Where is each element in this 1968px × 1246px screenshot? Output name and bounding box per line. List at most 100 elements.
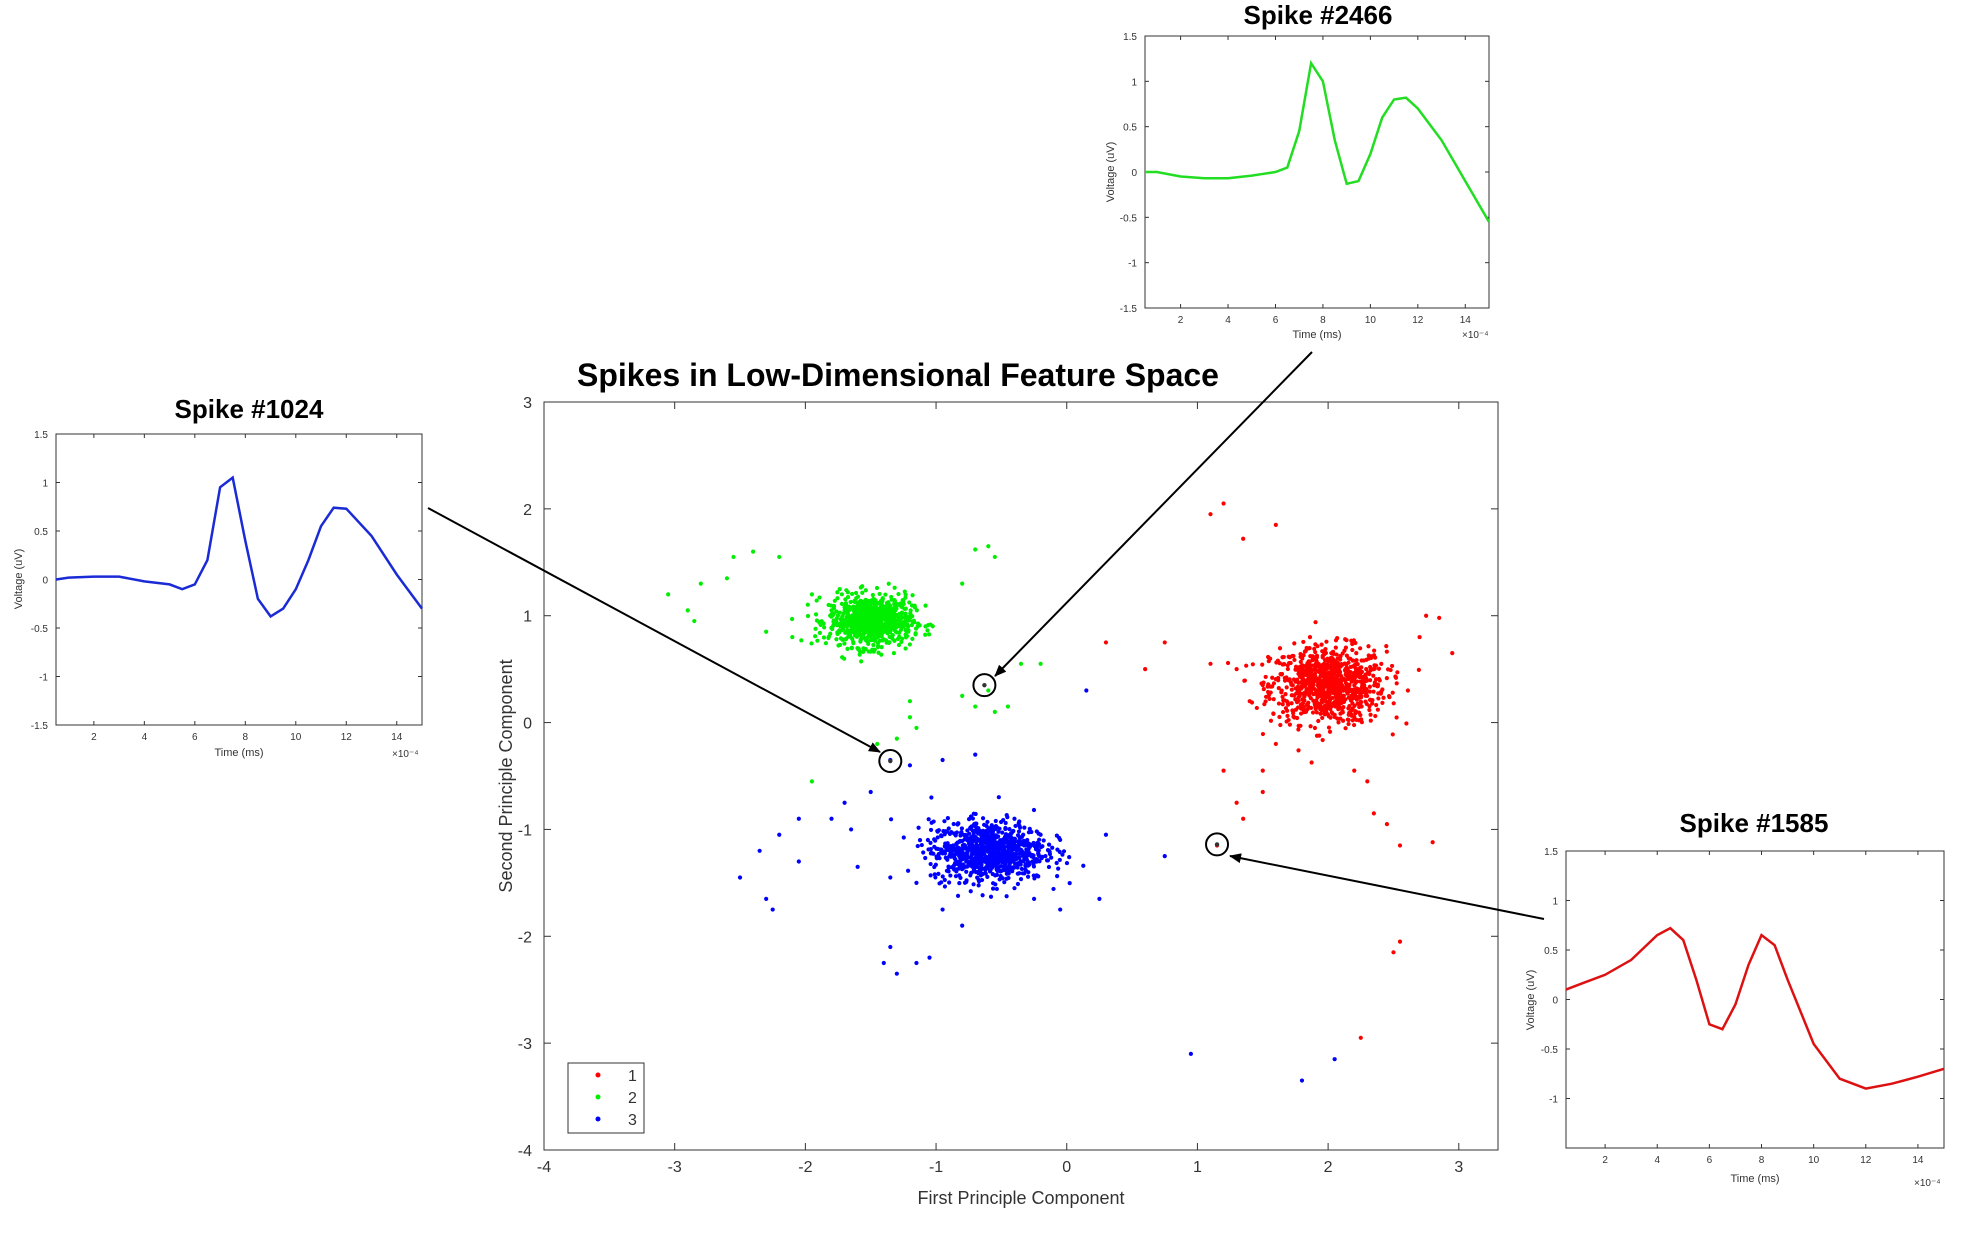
data-point: [901, 598, 906, 604]
data-point: [1025, 840, 1030, 845]
data-point: [1368, 664, 1373, 670]
data-point: [953, 857, 958, 862]
data-point: [985, 874, 990, 880]
inset-y-tick-label: 1.5: [1123, 32, 1137, 43]
data-point: [1352, 703, 1357, 708]
data-point: [846, 619, 851, 624]
data-point: [1283, 692, 1288, 697]
data-point: [1016, 821, 1021, 826]
data-point: [1007, 866, 1012, 872]
data-point: [1285, 663, 1290, 668]
inset-x-tick-label: 2: [1602, 1155, 1608, 1166]
data-point: [1344, 638, 1349, 643]
data-point: [1333, 682, 1338, 687]
data-point: [1298, 659, 1303, 665]
data-point: [874, 602, 879, 607]
data-point: [1009, 853, 1014, 858]
data-point: [817, 630, 822, 635]
data-point: [1005, 849, 1010, 854]
inset-x-tick-label: 4: [142, 732, 148, 743]
data-point: [872, 617, 877, 622]
data-point: [1352, 691, 1358, 697]
spike-2466-inset: Spike #2466 2 4 6 8 10 12 14 -1.5 -1 -0.5 0 0.5 1 1.5…: [1105, 0, 1491, 341]
data-point: [844, 614, 849, 620]
data-point: [1279, 688, 1284, 693]
data-point: [1358, 646, 1363, 651]
data-point: [1347, 710, 1352, 715]
data-point: [947, 831, 953, 837]
data-point: [832, 598, 837, 603]
data-point: [993, 818, 998, 824]
inset-x-tick-label: 10: [1808, 1155, 1820, 1166]
data-point: [1025, 874, 1031, 879]
inset-x-tick-label: 8: [1759, 1155, 1765, 1166]
data-point: [1340, 662, 1345, 667]
data-point: [942, 877, 947, 883]
data-point: [1045, 858, 1051, 863]
inset-y-tick-label: -0.5: [31, 624, 49, 635]
data-point: [1338, 711, 1343, 716]
data-point: [1355, 661, 1360, 667]
spike-1024-x-multiplier: ×10⁻⁴: [392, 749, 419, 760]
data-point: [1018, 661, 1024, 666]
data-point: [944, 868, 950, 873]
inset-x-tick-label: 12: [1860, 1155, 1872, 1166]
data-point: [970, 816, 976, 821]
inset-x-tick-label: 14: [1912, 1155, 1924, 1166]
data-point: [886, 581, 891, 586]
spike-1024-axes: 2 4 6 8 10 12 14 -1.5 -1 -0.5 0 0.5 1 1.5: [31, 430, 422, 743]
data-point: [757, 848, 762, 853]
data-point: [1365, 670, 1370, 675]
inset-x-tick-label: 2: [1178, 315, 1184, 326]
data-point: [905, 623, 910, 628]
data-point: [927, 632, 932, 637]
data-point: [984, 848, 989, 853]
data-point: [978, 861, 983, 867]
data-point: [1326, 725, 1332, 730]
x-tick-label: -4: [537, 1159, 551, 1176]
data-point: [831, 603, 836, 609]
data-point: [1001, 864, 1006, 869]
inset-x-tick-label: 10: [1365, 315, 1377, 326]
data-point: [1371, 673, 1376, 678]
data-point: [951, 821, 956, 827]
data-point: [968, 862, 973, 867]
data-point: [1262, 702, 1267, 707]
data-point: [1012, 886, 1017, 891]
data-point: [861, 635, 866, 640]
data-point: [928, 622, 933, 627]
data-point: [1103, 640, 1109, 645]
data-point: [1390, 690, 1395, 695]
data-point: [948, 873, 953, 878]
data-point: [1343, 680, 1348, 686]
data-point: [842, 800, 847, 805]
data-point: [1270, 684, 1275, 689]
data-point: [1337, 669, 1343, 675]
data-point: [910, 636, 915, 641]
data-point: [1350, 664, 1355, 669]
data-point: [942, 851, 948, 856]
data-point: [1349, 713, 1354, 718]
data-point: [888, 817, 894, 822]
data-point: [868, 618, 873, 624]
data-point: [1012, 861, 1017, 866]
data-point: [872, 635, 877, 640]
data-point: [894, 606, 899, 611]
data-point: [1357, 704, 1362, 710]
data-point: [898, 601, 903, 606]
data-point: [971, 834, 976, 839]
data-point: [698, 581, 703, 586]
data-point: [881, 626, 886, 631]
data-point: [1350, 688, 1355, 694]
data-point: [1034, 829, 1039, 834]
data-point: [901, 835, 906, 840]
highlighted-point: [888, 758, 893, 764]
spike-1585-x-multiplier: ×10⁻⁴: [1914, 1178, 1941, 1189]
data-point: [1312, 725, 1318, 731]
data-point: [790, 616, 795, 622]
scatter-points: [666, 501, 1455, 1083]
data-point: [1331, 651, 1336, 656]
data-point: [1338, 654, 1343, 659]
data-point: [1306, 646, 1311, 651]
data-point: [1038, 832, 1043, 837]
